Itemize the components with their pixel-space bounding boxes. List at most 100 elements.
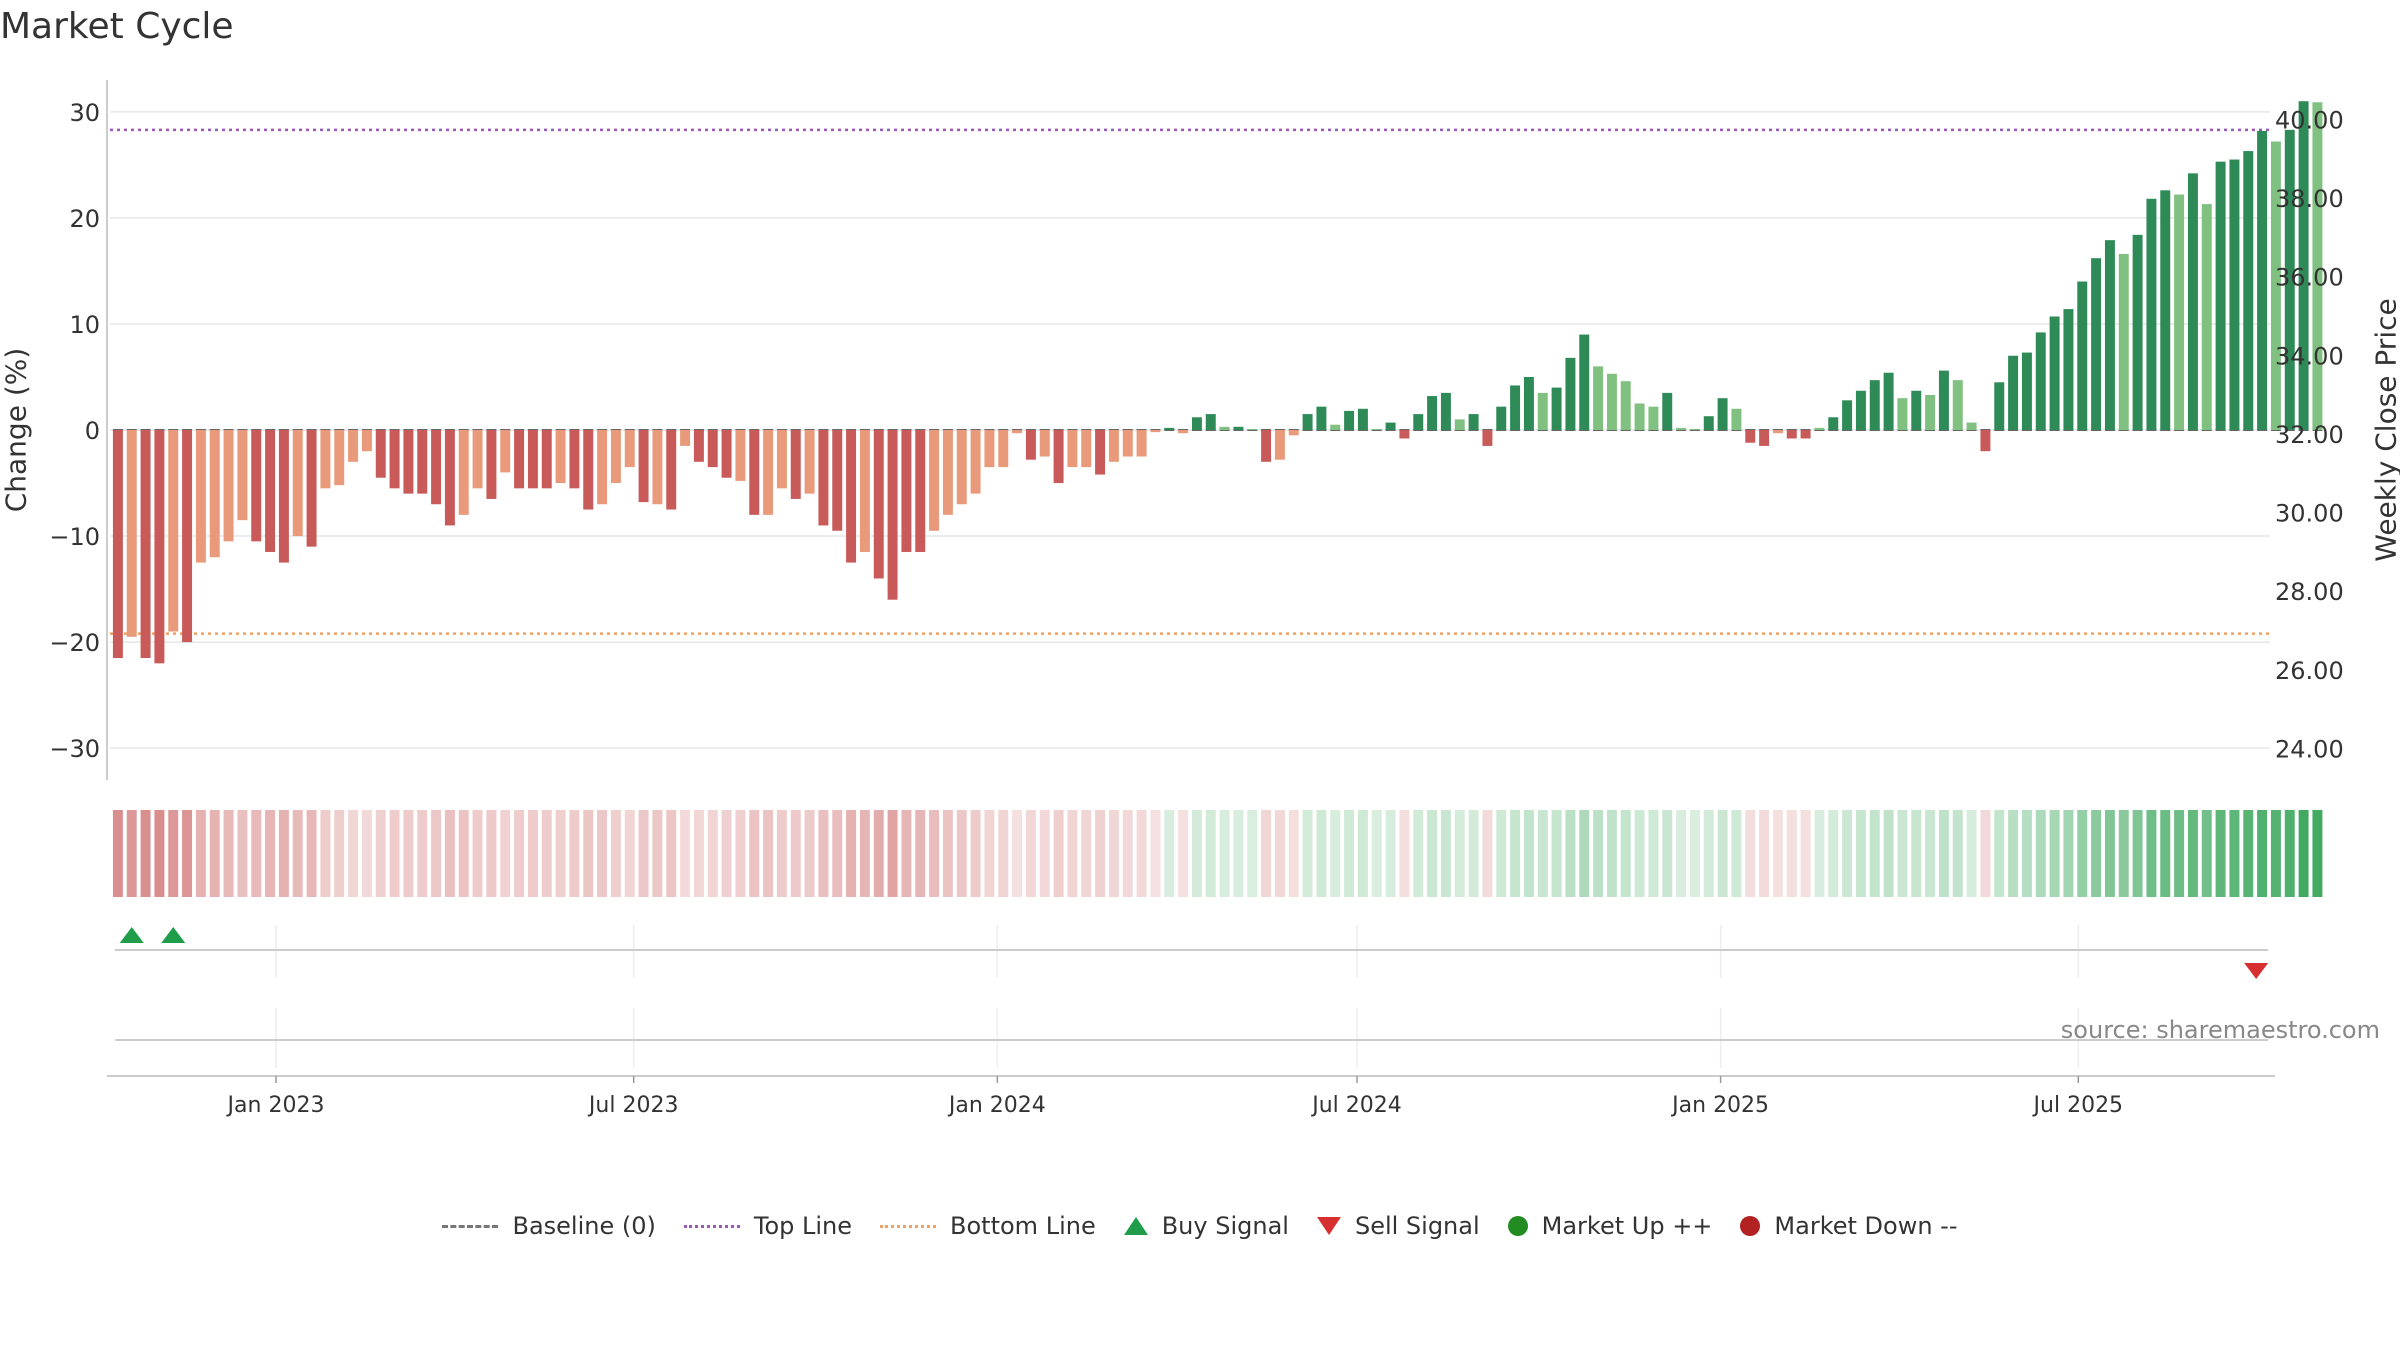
heat-cell xyxy=(2021,810,2032,897)
heat-cell xyxy=(859,810,870,897)
bar xyxy=(472,430,483,489)
bar xyxy=(749,430,760,515)
heat-cell xyxy=(265,810,276,897)
bar xyxy=(2257,130,2268,430)
legend-item-sell-signal: Sell Signal xyxy=(1316,1212,1480,1240)
bar xyxy=(832,430,843,531)
bar xyxy=(431,430,442,505)
heat-cell xyxy=(514,810,525,897)
heat-cell xyxy=(1053,810,1064,897)
heat-cell xyxy=(2270,810,2281,897)
heat-cell xyxy=(1191,810,1202,897)
legend-item-top-line: Top Line xyxy=(683,1212,853,1240)
bar xyxy=(1496,406,1507,430)
heat-cell xyxy=(1786,810,1797,897)
heat-cell xyxy=(348,810,359,897)
bar xyxy=(1219,426,1230,430)
bar xyxy=(721,430,732,478)
y-tick-label: 10 xyxy=(69,311,100,339)
heat-cell xyxy=(2077,810,2088,897)
heat-cell xyxy=(1344,810,1355,897)
heat-cell xyxy=(1025,810,1036,897)
circle-icon xyxy=(1740,1216,1761,1236)
bar xyxy=(2312,102,2323,430)
heat-cell xyxy=(763,810,774,897)
bar xyxy=(1620,381,1631,430)
heat-cell xyxy=(1606,810,1617,897)
heat-cell xyxy=(652,810,663,897)
x-tick-label: Jan 2024 xyxy=(947,1093,1046,1118)
legend: Baseline (0) Top Line Bottom Line Buy Si… xyxy=(0,1208,2400,1244)
bar xyxy=(361,430,372,452)
bar xyxy=(1053,430,1064,484)
dashed-line-icon xyxy=(442,1224,499,1228)
heat-cell xyxy=(2160,810,2171,897)
bar xyxy=(2284,129,2295,430)
bar xyxy=(1537,392,1548,430)
bar xyxy=(1012,430,1023,434)
heat-cell xyxy=(2008,810,2019,897)
heat-cell xyxy=(140,810,151,897)
heat-cell xyxy=(942,810,953,897)
bar xyxy=(1136,430,1147,457)
heat-cell xyxy=(209,810,220,897)
bar xyxy=(1385,422,1396,430)
heat-cell xyxy=(1814,810,1825,897)
heat-cell xyxy=(1454,810,1465,897)
heat-cell xyxy=(970,810,981,897)
bar xyxy=(790,430,801,499)
heat-cell xyxy=(2132,810,2143,897)
bar xyxy=(1703,416,1714,430)
heat-cell xyxy=(749,810,760,897)
heat-cell xyxy=(2104,810,2115,897)
bar xyxy=(1150,430,1161,433)
bar xyxy=(1911,390,1922,430)
bar xyxy=(1938,370,1949,430)
heat-cell xyxy=(1952,810,1963,897)
bar xyxy=(1440,392,1451,430)
heat-cell xyxy=(1980,810,1991,897)
bar xyxy=(970,430,981,494)
legend-label: Top Line xyxy=(753,1212,853,1240)
heat-cell xyxy=(693,810,704,897)
heat-cell xyxy=(790,810,801,897)
heat-cell xyxy=(1081,810,1092,897)
page-title: Market Cycle xyxy=(0,6,234,47)
heat-cell xyxy=(1703,810,1714,897)
bar xyxy=(1316,406,1327,430)
legend-label: Market Down -- xyxy=(1774,1212,1958,1240)
bar xyxy=(1108,430,1119,462)
bar xyxy=(334,430,345,486)
heat-cell xyxy=(2229,810,2240,897)
bar xyxy=(1897,398,1908,430)
heat-cell xyxy=(2174,810,2185,897)
axes-layer: 30 20 10 0 −10 −20 −30 40.00 38.00 36.00 34.00 32.0… xyxy=(49,80,2344,1118)
heat-cell xyxy=(1883,810,1894,897)
bar xyxy=(1814,427,1825,430)
heat-cell xyxy=(1302,810,1313,897)
heat-cell xyxy=(832,810,843,897)
bar xyxy=(320,430,331,489)
bar xyxy=(223,430,234,542)
heat-cell xyxy=(306,810,317,897)
bar xyxy=(624,430,635,468)
heat-cell xyxy=(1122,810,1133,897)
legend-item-market-down: Market Down -- xyxy=(1740,1212,1958,1240)
bar xyxy=(1648,406,1659,430)
y2-tick-label: 30.00 xyxy=(2275,500,2344,528)
bar xyxy=(1883,372,1894,430)
heat-cell xyxy=(334,810,345,897)
bar xyxy=(1233,426,1244,430)
bar xyxy=(1302,414,1313,430)
heat-cell xyxy=(846,810,857,897)
bar xyxy=(348,430,359,462)
bar xyxy=(956,430,967,505)
bar xyxy=(2160,190,2171,430)
bar xyxy=(514,430,525,489)
bar xyxy=(2187,173,2198,431)
bar xyxy=(666,430,677,510)
heat-cell xyxy=(403,810,414,897)
heat-cell xyxy=(956,810,967,897)
y2-axis-label: Weekly Close Price xyxy=(2369,298,2400,562)
bar xyxy=(1565,357,1576,430)
